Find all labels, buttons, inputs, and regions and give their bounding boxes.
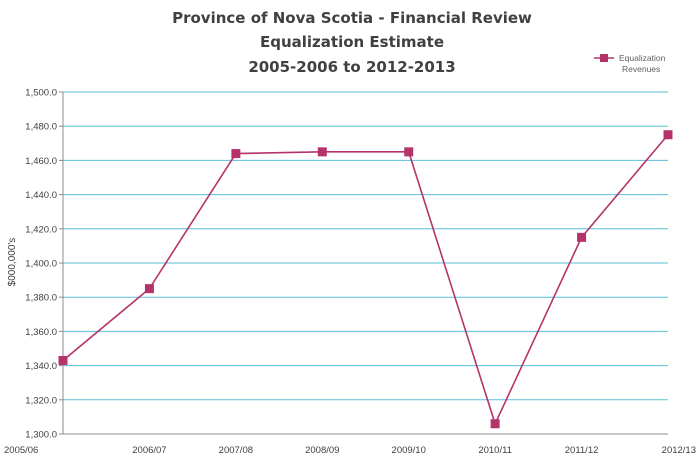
y-tick-label: 1,480.0 (25, 122, 57, 133)
chart-title-line-2: Equalization Estimate (260, 33, 444, 51)
y-axis-tick-labels: 1,300.0 1,320.0 1,340.0 1,360.0 1,380.0 1,400… (25, 88, 63, 441)
data-point-2009-10 (404, 147, 414, 157)
x-tick-label: 2005/06 (4, 445, 38, 456)
legend-marker-swatch (600, 54, 608, 62)
data-point-2010-11 (490, 419, 500, 429)
y-tick-label: 1,440.0 (25, 190, 57, 201)
y-tick-label: 1,300.0 (25, 430, 57, 441)
y-axis-label: $000,000's (7, 238, 18, 287)
legend-label-line-2: Revenues (622, 64, 660, 74)
data-point-2011-12 (577, 232, 587, 242)
x-tick-label: 2006/07 (132, 445, 166, 456)
data-point-2006-07 (144, 284, 154, 294)
chart-title-line-1: Province of Nova Scotia - Financial Revi… (172, 9, 532, 27)
data-point-2005-06 (58, 355, 68, 365)
x-tick-label: 2011/12 (565, 445, 599, 456)
x-axis-tick-labels: 2005/06 2006/07 2007/08 2008/09 2009/10 2010/… (4, 445, 696, 456)
series-equalization-revenues (58, 130, 673, 429)
y-tick-label: 1,420.0 (25, 224, 57, 235)
legend: Equalization Revenues (594, 53, 666, 74)
x-tick-label: 2010/11 (478, 445, 512, 456)
y-tick-label: 1,500.0 (25, 88, 57, 99)
y-tick-label: 1,340.0 (25, 361, 57, 372)
data-point-2012-13 (663, 130, 673, 140)
x-tick-label: 2008/09 (305, 445, 339, 456)
y-tick-label: 1,460.0 (25, 156, 57, 167)
y-tick-label: 1,400.0 (25, 259, 57, 270)
gridlines (63, 91, 668, 401)
x-tick-label: 2009/10 (392, 445, 426, 456)
x-tick-label: 2007/08 (219, 445, 253, 456)
data-point-2008-09 (317, 147, 327, 157)
chart-title: Province of Nova Scotia - Financial Revi… (172, 9, 532, 76)
series-line (62, 134, 669, 426)
chart-title-line-3: 2005-2006 to 2012-2013 (248, 58, 455, 76)
y-tick-label: 1,360.0 (25, 327, 57, 338)
legend-label-line-1: Equalization (619, 53, 666, 63)
x-tick-label: 2012/13 (662, 445, 696, 456)
y-tick-label: 1,380.0 (25, 293, 57, 304)
data-point-2007-08 (231, 149, 241, 159)
y-tick-label: 1,320.0 (25, 395, 57, 406)
